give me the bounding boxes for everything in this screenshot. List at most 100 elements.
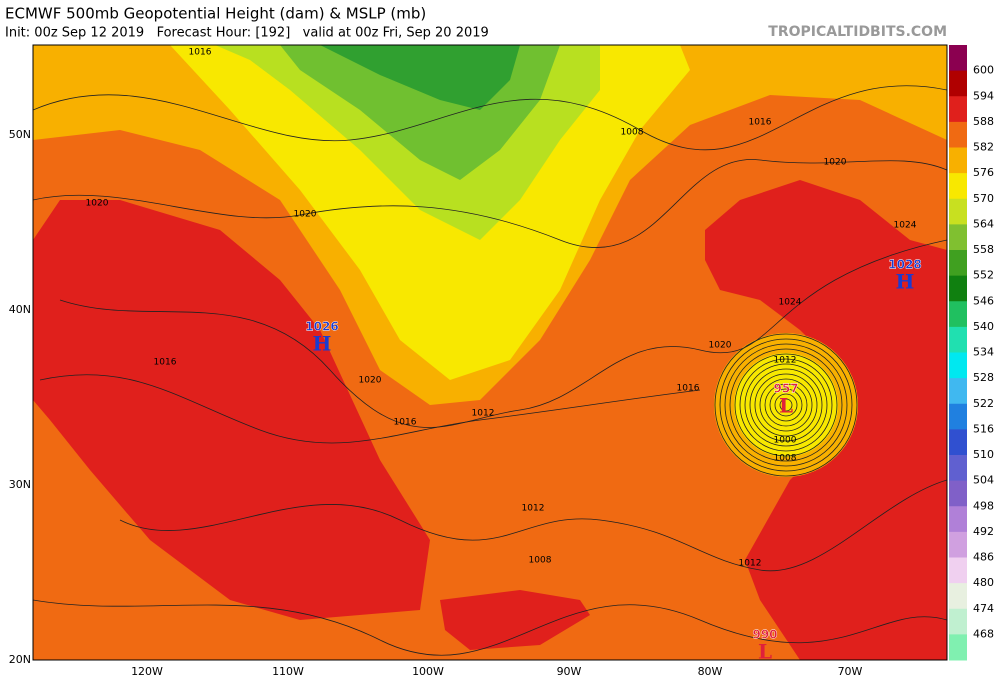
colorbar-swatch [949,121,967,148]
colorbar-swatch [949,250,967,277]
colorbar-label: 558 [973,243,994,256]
colorbar-swatch [949,301,967,328]
colorbar-swatch [949,352,967,379]
isobar-ring [744,363,828,447]
colorbar-label: 570 [973,192,994,205]
lon-label: 70W [838,665,863,678]
lon-label: 80W [698,665,723,678]
lat-label: 50N [9,128,31,141]
colorbar-swatch [949,429,967,456]
title: ECMWF 500mb Geopotential Height (dam) & … [5,5,426,23]
colorbar-label: 564 [973,217,994,230]
colorbar-label: 582 [973,141,994,154]
isobar-ring [739,358,833,452]
pressure-value: 1028 [888,258,921,272]
isobar-ring [724,343,848,467]
pressure-letter: L [758,640,772,664]
lon-label: 120W [131,665,163,678]
isobar-label: 1012 [739,559,762,569]
map-frame [32,44,948,661]
colorbar-swatch [949,583,967,610]
colorbar-swatch [949,403,967,430]
pressure-value: 957 [773,382,798,396]
colorbar-swatch [949,173,967,200]
colorbar-label: 528 [973,371,994,384]
isobar-ring [749,368,823,442]
lon-label: 100W [412,665,444,678]
colorbar-swatch [949,378,967,405]
isobar-ring [729,348,843,462]
colorbar-swatch [949,455,967,482]
colorbar-label: 498 [973,499,994,512]
isobar-label: 1020 [359,376,382,386]
isobar-label: 1020 [824,158,847,168]
isobar-label: 1000 [774,436,797,446]
colorbar-swatch [949,70,967,97]
colorbar-swatch [949,198,967,225]
colorbar-swatch [949,96,967,123]
isobar-ring [719,338,853,472]
isobar-ring [714,333,858,477]
isobar-label: 1024 [894,221,917,231]
isobar-label: 1020 [86,199,109,209]
colorbar-swatch [949,531,967,558]
colorbar-label: 522 [973,397,994,410]
isobar-ring [754,373,818,437]
isobar-ring [769,388,803,422]
isobar-label: 1012 [472,409,495,419]
lon-label: 110W [272,665,304,678]
colorbar-swatch [949,147,967,174]
isobar-label: 1008 [774,454,797,464]
isobar-label: 1012 [774,356,797,366]
pressure-letter: L [779,394,793,418]
colorbar-label: 594 [973,89,994,102]
isobar-ring [764,383,808,427]
isobar-label: 1024 [779,298,802,308]
colorbar-swatch [949,608,967,635]
pressure-letter: H [896,270,915,294]
colorbar-label: 492 [973,525,994,538]
colorbar-label: 588 [973,115,994,128]
colorbar-swatch [949,634,967,661]
isobar-ring [759,378,813,432]
isobar-label: 1016 [154,358,177,368]
colorbar-label: 546 [973,294,994,307]
isobar-label: 1016 [749,118,772,128]
colorbar-label: 534 [973,346,994,359]
lat-label: 40N [9,303,31,316]
colorbar-label: 486 [973,551,994,564]
isobar-label: 1016 [677,384,700,394]
isobar-label: 1008 [621,128,644,138]
pressure-value: 1026 [305,320,338,334]
lat-label: 30N [9,478,31,491]
colorbar-swatch [949,480,967,507]
isobar-label: 1016 [394,418,417,428]
colorbar-label: 504 [973,474,994,487]
subtitle: Init: 00z Sep 12 2019 Forecast Hour: [19… [5,26,489,41]
colorbar-swatch [949,557,967,584]
colorbar-label: 468 [973,627,994,640]
colorbar-swatch [949,326,967,353]
lat-label: 20N [9,653,31,666]
isobar-ring [774,393,798,417]
colorbar-label: 510 [973,448,994,461]
colorbar-swatch [949,506,967,533]
site-credit: TROPICALTIDBITS.COM [768,24,947,40]
isobar-ring [734,353,838,457]
isobar-label: 1020 [294,210,317,220]
colorbar-label: 600 [973,64,994,77]
map [33,45,947,660]
isobar-label: 1020 [709,341,732,351]
colorbar-label: 480 [973,576,994,589]
colorbar-label: 474 [973,602,994,615]
colorbar-label: 516 [973,422,994,435]
pressure-letter: H [313,332,332,356]
colorbar-label: 576 [973,166,994,179]
isobar-label: 1016 [189,48,212,58]
colorbar-swatch [949,224,967,251]
lon-label: 90W [557,665,582,678]
isobar-ring [779,398,793,412]
pressure-value: 990 [752,628,777,642]
colorbar-swatch [949,45,967,72]
